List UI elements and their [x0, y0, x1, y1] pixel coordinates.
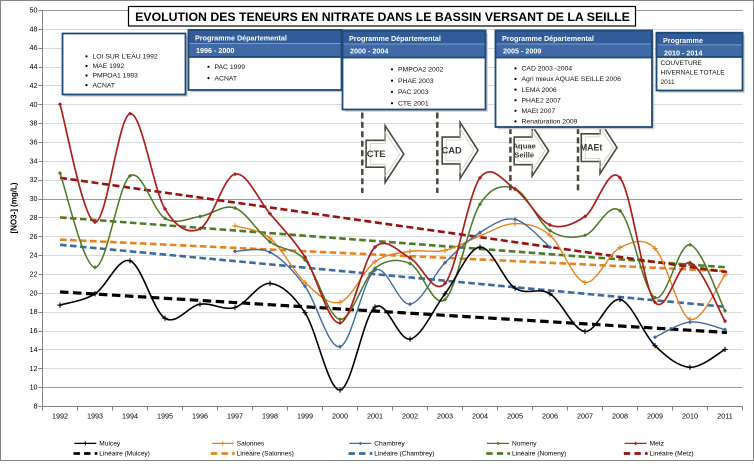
svg-text:ACNAT: ACNAT	[93, 82, 116, 89]
svg-text:CTE: CTE	[367, 148, 386, 159]
svg-text:2009: 2009	[647, 412, 663, 421]
svg-text:PHAE 2003: PHAE 2003	[398, 78, 434, 85]
svg-text:Programme: Programme	[663, 36, 703, 45]
svg-text:2005 - 2009: 2005 - 2009	[503, 46, 541, 55]
svg-text:2007: 2007	[577, 412, 593, 421]
svg-text:Programme Départemental: Programme Départemental	[195, 33, 287, 42]
svg-text:44: 44	[30, 62, 38, 71]
svg-text:34: 34	[30, 156, 38, 165]
svg-text:1997: 1997	[227, 412, 243, 421]
svg-text:2011: 2011	[717, 412, 732, 421]
svg-text:1996: 1996	[192, 412, 208, 421]
svg-text:38: 38	[30, 119, 38, 128]
svg-text:MAEt: MAEt	[580, 143, 603, 153]
svg-text:8: 8	[34, 402, 38, 411]
svg-text:PAC 1999: PAC 1999	[215, 64, 246, 71]
svg-text:2006: 2006	[542, 412, 558, 421]
svg-text:CTE 2001: CTE 2001	[398, 100, 429, 107]
svg-text:48: 48	[30, 24, 38, 33]
svg-text:32: 32	[30, 175, 38, 184]
svg-text:46: 46	[30, 43, 38, 52]
svg-text:PHAE2 2007: PHAE2 2007	[522, 97, 562, 104]
svg-text:Programme Départemental: Programme Départemental	[349, 34, 441, 43]
svg-text:10: 10	[30, 383, 38, 392]
svg-text:2002: 2002	[402, 412, 418, 421]
svg-text:1998: 1998	[262, 412, 278, 421]
svg-text:Linéaire (Metz): Linéaire (Metz)	[650, 451, 694, 458]
svg-text:PMPOA2 2002: PMPOA2 2002	[398, 67, 444, 74]
svg-text:Chambrey: Chambrey	[374, 441, 405, 448]
svg-text:2001: 2001	[367, 412, 383, 421]
svg-text:20: 20	[30, 288, 38, 297]
svg-text:MAE 1992: MAE 1992	[93, 63, 125, 70]
svg-text:LOI SUR L'EAU 1992: LOI SUR L'EAU 1992	[93, 54, 158, 61]
svg-text:24: 24	[30, 251, 38, 260]
svg-text:12: 12	[30, 364, 38, 373]
svg-text:COUVETURE: COUVETURE	[661, 60, 703, 67]
svg-text:1993: 1993	[87, 412, 103, 421]
svg-text:Programme Départemental: Programme Départemental	[502, 34, 594, 43]
svg-text:CAD 2003 -2004: CAD 2003 -2004	[522, 66, 573, 73]
svg-text:28: 28	[30, 213, 38, 222]
svg-text:EVOLUTION DES TENEURS EN NITRA: EVOLUTION DES TENEURS EN NITRATE DANS LE…	[135, 10, 630, 24]
svg-text:CAD: CAD	[441, 144, 462, 155]
svg-text:30: 30	[30, 194, 38, 203]
svg-text:2003: 2003	[437, 412, 453, 421]
svg-text:2004: 2004	[472, 412, 488, 421]
svg-text:42: 42	[30, 81, 38, 90]
svg-text:Mulcey: Mulcey	[99, 441, 121, 448]
svg-text:22: 22	[30, 270, 38, 279]
svg-text:Linéaire (Mulcey): Linéaire (Mulcey)	[99, 451, 150, 458]
svg-text:26: 26	[30, 232, 38, 241]
svg-text:PAC 2003: PAC 2003	[398, 89, 429, 96]
svg-text:1992: 1992	[52, 412, 68, 421]
svg-text:40: 40	[30, 100, 38, 109]
svg-text:2000 - 2004: 2000 - 2004	[350, 46, 388, 55]
svg-text:2010: 2010	[682, 412, 698, 421]
svg-text:50: 50	[30, 6, 38, 15]
svg-text:Nomeny: Nomeny	[512, 441, 537, 448]
svg-text:MAEt 2007: MAEt 2007	[522, 108, 556, 115]
svg-text:PMPOA1 1993: PMPOA1 1993	[93, 73, 139, 80]
svg-text:2000: 2000	[332, 412, 348, 421]
svg-text:Aquae: Aquae	[513, 141, 536, 150]
svg-text:Linéaire (Chambrey): Linéaire (Chambrey)	[374, 451, 434, 458]
svg-text:18: 18	[30, 307, 38, 316]
svg-text:HIVERNALE TOTALE: HIVERNALE TOTALE	[661, 70, 726, 77]
svg-text:36: 36	[30, 138, 38, 147]
svg-text:2005: 2005	[507, 412, 523, 421]
svg-text:1995: 1995	[157, 412, 173, 421]
svg-text:ACNAT: ACNAT	[215, 75, 238, 82]
svg-text:Linéaire (Nomeny): Linéaire (Nomeny)	[512, 451, 566, 458]
svg-text:16: 16	[30, 326, 38, 335]
svg-text:Salonnes: Salonnes	[237, 441, 265, 448]
svg-text:1994: 1994	[122, 412, 138, 421]
svg-text:Seille: Seille	[514, 151, 534, 160]
svg-text:LEMA 2006: LEMA 2006	[522, 87, 557, 94]
svg-text:Linéaire (Salonnes): Linéaire (Salonnes)	[237, 451, 294, 458]
svg-text:Renaturation 2009: Renaturation 2009	[522, 119, 578, 126]
svg-text:[NO3-] (mg/L): [NO3-] (mg/L)	[10, 182, 19, 233]
svg-text:14: 14	[30, 345, 38, 354]
svg-text:Agri mieux AQUAE SEILLE 2006: Agri mieux AQUAE SEILLE 2006	[522, 76, 622, 83]
svg-text:Metz: Metz	[650, 441, 664, 448]
svg-text:2010 - 2014: 2010 - 2014	[664, 49, 702, 58]
svg-text:1996 - 2000: 1996 - 2000	[196, 46, 234, 55]
svg-text:2008: 2008	[612, 412, 628, 421]
svg-text:2011: 2011	[661, 79, 676, 86]
svg-text:1999: 1999	[297, 412, 313, 421]
